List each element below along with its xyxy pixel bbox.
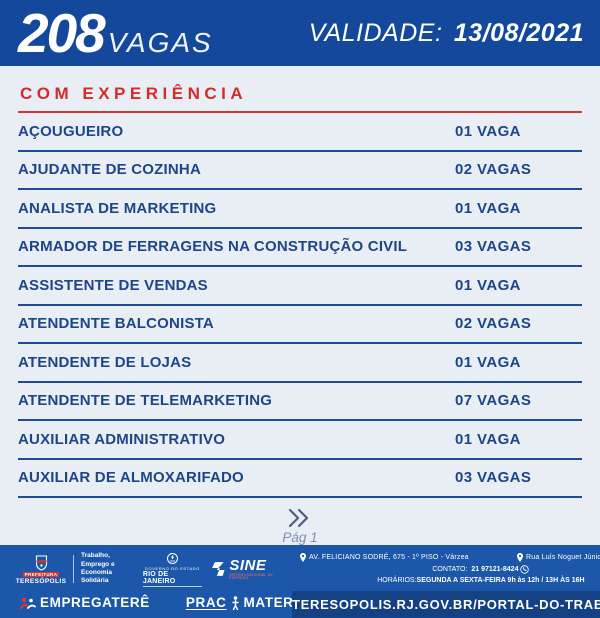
job-title: ARMADOR DE FERRAGENS NA CONSTRUÇÃO CIVIL: [18, 238, 408, 256]
job-vacancies: 02 VAGAS: [455, 315, 532, 333]
map-pin-icon: [300, 553, 306, 562]
hours-label: HORÁRIOS:: [377, 577, 417, 584]
job-vacancies: 01 VAGA: [455, 276, 521, 294]
empregatere-logo: EMPREGATERÊ: [20, 595, 150, 610]
address-text: AV. FELICIANO SODRÉ, 675 - 1º PISO - Vár…: [309, 554, 469, 561]
job-title: AÇOUGUEIRO: [18, 122, 124, 140]
address-text: Rua Luís Noguet Júnior, 100 - São Pedro: [526, 554, 600, 561]
job-title: ATENDENTE DE LOJAS: [18, 353, 192, 371]
job-row: AUXILIAR DE ALMOXARIFADO 03 VAGAS: [18, 460, 582, 498]
pagination: Pág 1: [18, 498, 582, 545]
department-label: Trabalho, Emprego e Economia Solidária: [80, 552, 115, 585]
job-row: ATENDENTE BALCONISTA 02 VAGAS: [18, 306, 582, 344]
section-title-rule: [18, 111, 582, 113]
teresopolis-crest-icon: [35, 554, 47, 571]
job-title: AJUDANTE DE COZINHA: [18, 161, 201, 179]
job-vacancies: 07 VAGAS: [455, 392, 532, 410]
validity: VALIDADE: 13/08/2021: [309, 19, 584, 48]
pracimatere-person-icon: [231, 595, 239, 610]
header: 208 VAGAS VALIDADE: 13/08/2021: [0, 0, 600, 66]
job-row: ASSISTENTE DE VENDAS 01 VAGA: [18, 267, 582, 306]
job-row: AUXILIAR ADMINISTRATIVO 01 VAGA: [18, 421, 582, 460]
job-title: AUXILIAR ADMINISTRATIVO: [18, 430, 226, 448]
sine-tagline: SISTEMA NACIONAL DE EMPREGO: [229, 572, 273, 580]
job-vacancies: 01 VAGA: [455, 430, 521, 448]
job-title: ANALISTA DE MARKETING: [18, 199, 217, 217]
validity-date: 13/08/2021: [453, 18, 584, 47]
address-item: AV. FELICIANO SODRÉ, 675 - 1º PISO - Vár…: [300, 553, 469, 562]
map-pin-icon: [517, 553, 524, 562]
contact-line: CONTATO: 21 97121-8424: [300, 565, 600, 574]
main-content: COM EXPERIÊNCIA AÇOUGUEIRO 01 VAGA AJUDA…: [0, 66, 600, 545]
pracimatere-logo: PRAC MATERÊ: [186, 595, 303, 610]
empregatere-people-icon: [20, 597, 36, 609]
footer-contact: AV. FELICIANO SODRÉ, 675 - 1º PISO - Vár…: [292, 545, 600, 618]
rio-de-janeiro-label: RIO DE JANEIRO: [142, 571, 202, 587]
validity-label: VALIDADE:: [308, 18, 443, 47]
teresopolis-logo: PREFEITURA TERESÓPOLIS: [16, 554, 66, 585]
vacancy-count: 208: [18, 1, 106, 64]
rj-crest-icon: [166, 552, 178, 564]
website-url[interactable]: TERESOPOLIS.RJ.GOV.BR/PORTAL-DO-TRABALHA…: [292, 597, 600, 612]
page-indicator: Pág 1: [282, 530, 318, 545]
job-title: AUXILIAR DE ALMOXARIFADO: [18, 469, 244, 487]
pracimatere-prefix: PRAC: [185, 595, 227, 610]
contact-label: CONTATO:: [432, 566, 468, 573]
job-row: ANALISTA DE MARKETING 01 VAGA: [18, 190, 582, 229]
job-vacancies: 03 VAGAS: [455, 469, 532, 487]
job-vacancies: 01 VAGA: [455, 353, 521, 371]
section-title: COM EXPERIÊNCIA: [20, 84, 248, 103]
logo-divider: [73, 555, 74, 583]
prefeitura-label: PREFEITURA: [22, 571, 60, 577]
vacancy-count-label: VAGAS: [107, 26, 213, 58]
job-title: ASSISTENTE DE VENDAS: [18, 276, 208, 294]
teresopolis-label: TERESÓPOLIS: [15, 577, 67, 585]
website-band: TERESOPOLIS.RJ.GOV.BR/PORTAL-DO-TRABALHA…: [292, 591, 600, 618]
hours-line: HORÁRIOS:SEGUNDA A SEXTA-FEIRA 9h às 12h…: [300, 577, 600, 584]
hours-value: SEGUNDA A SEXTA-FEIRA 9h às 12h / 13H ÀS…: [416, 577, 585, 584]
addresses-row: AV. FELICIANO SODRÉ, 675 - 1º PISO - Vár…: [300, 553, 600, 562]
footer: PREFEITURA TERESÓPOLIS Trabalho, Emprego…: [0, 545, 600, 618]
job-vacancies: 01 VAGA: [455, 122, 521, 140]
job-row: ATENDENTE DE TELEMARKETING 07 VAGAS: [18, 383, 582, 421]
job-title: ATENDENTE BALCONISTA: [18, 315, 214, 333]
whatsapp-icon: [520, 565, 530, 574]
job-list: AÇOUGUEIRO 01 VAGA AJUDANTE DE COZINHA 0…: [18, 113, 582, 498]
next-page-icon[interactable]: [285, 507, 315, 529]
rio-de-janeiro-gov-logo: GOVERNO DO ESTADO RIO DE JANEIRO: [142, 552, 202, 587]
job-row: AÇOUGUEIRO 01 VAGA: [18, 113, 582, 152]
sine-logo: SINE SISTEMA NACIONAL DE EMPREGO: [209, 558, 292, 581]
sine-s-icon: [211, 562, 225, 576]
job-row: AJUDANTE DE COZINHA 02 VAGAS: [18, 152, 582, 190]
job-title: ATENDENTE DE TELEMARKETING: [18, 392, 273, 410]
job-vacancies: 03 VAGAS: [455, 238, 532, 256]
sine-label: SINE: [229, 556, 267, 574]
empregatere-label: EMPREGATERÊ: [40, 595, 150, 610]
programs-row: EMPREGATERÊ PRAC MATERÊ: [16, 595, 303, 610]
job-vacancies: 02 VAGAS: [455, 161, 532, 179]
job-row: ATENDENTE DE LOJAS 01 VAGA: [18, 344, 582, 383]
contact-info: AV. FELICIANO SODRÉ, 675 - 1º PISO - Vár…: [292, 545, 600, 591]
institution-logos-row: PREFEITURA TERESÓPOLIS Trabalho, Emprego…: [16, 551, 292, 587]
footer-logos: PREFEITURA TERESÓPOLIS Trabalho, Emprego…: [0, 545, 303, 618]
job-row: ARMADOR DE FERRAGENS NA CONSTRUÇÃO CIVIL…: [18, 229, 582, 267]
governo-estado-label: GOVERNO DO ESTADO: [144, 565, 200, 571]
contact-phone: 21 97121-8424: [471, 566, 519, 573]
address-item: Rua Luís Noguet Júnior, 100 - São Pedro: [517, 553, 600, 562]
vacancy-count-group: 208 VAGAS: [18, 1, 213, 64]
job-vacancies: 01 VAGA: [455, 199, 521, 217]
